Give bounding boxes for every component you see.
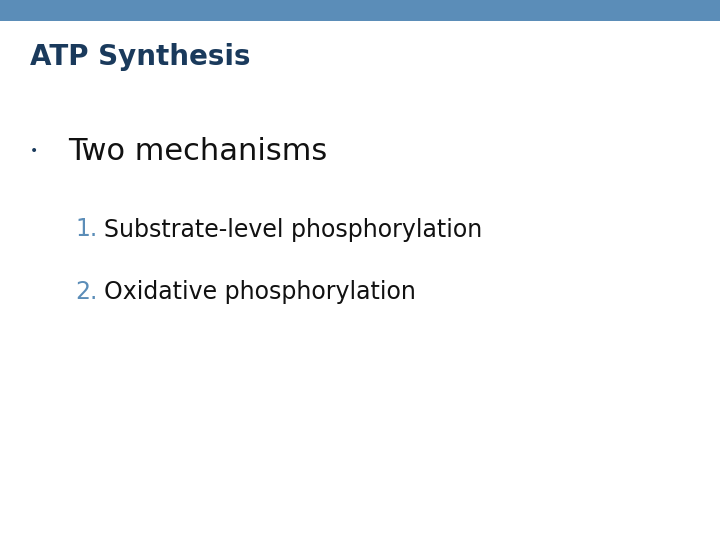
Text: Substrate-level phosphorylation: Substrate-level phosphorylation — [104, 218, 482, 241]
Text: Two mechanisms: Two mechanisms — [68, 137, 328, 166]
Text: Oxidative phosphorylation: Oxidative phosphorylation — [104, 280, 416, 303]
FancyBboxPatch shape — [0, 0, 720, 21]
Text: 1.: 1. — [76, 218, 98, 241]
Text: ATP Synthesis: ATP Synthesis — [30, 43, 251, 71]
Text: 2.: 2. — [76, 280, 98, 303]
Text: •: • — [30, 144, 38, 158]
